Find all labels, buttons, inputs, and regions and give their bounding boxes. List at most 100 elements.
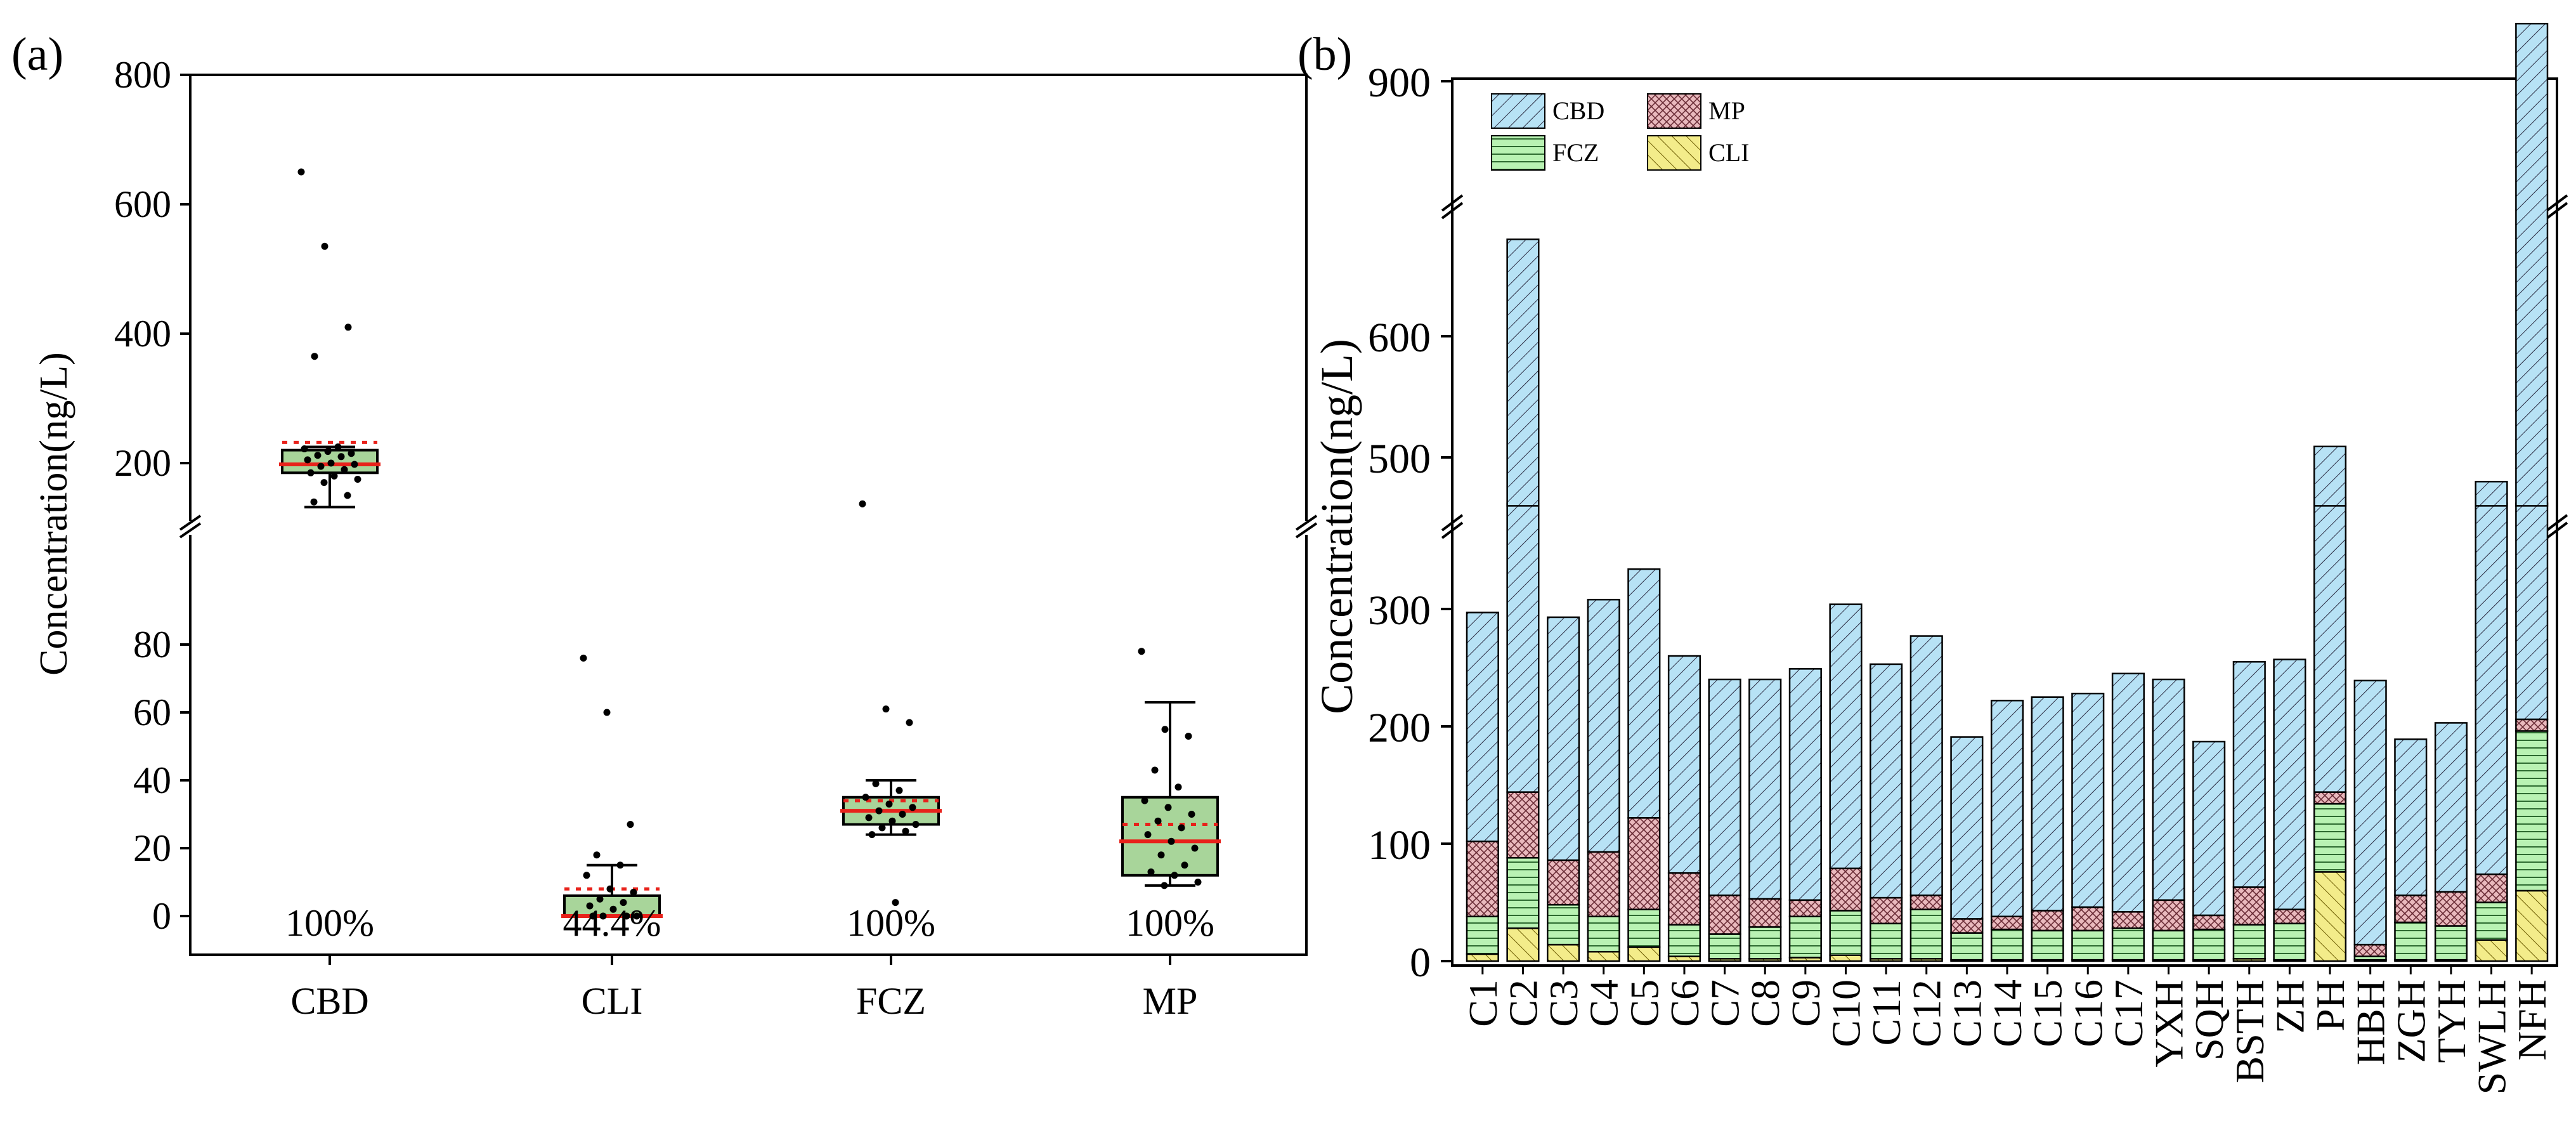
axis-break-mark	[2546, 202, 2568, 219]
data-point	[337, 453, 345, 461]
bar-segment-cli	[1506, 927, 1540, 962]
panel-a: (a) 0 20 40 60 80 200 400 600 800 CBD CLI FCZ MP 10…	[11, 29, 1318, 1022]
bar-segment-mp	[2192, 914, 2226, 931]
y-tick-label: 900	[1368, 60, 1431, 106]
bar-segment-cbd	[2313, 502, 2347, 793]
data-point	[1194, 879, 1202, 886]
bar-stack-bsth	[2232, 661, 2266, 962]
axis-break-mark	[1441, 194, 1464, 212]
bar-segment-mp	[2273, 908, 2306, 925]
bar-segment-cli	[2515, 889, 2549, 962]
legend-label-mp: MP	[1708, 96, 1745, 125]
data-point	[596, 895, 604, 903]
bar-stack-ph	[2313, 445, 2347, 962]
bar-segment-fcz	[2475, 901, 2508, 941]
data-point	[583, 872, 590, 879]
bar-segment-fcz	[2515, 730, 2549, 892]
data-point	[1147, 868, 1155, 875]
bar-segment-cbd	[1587, 598, 1620, 853]
bar-segment-cbd	[2111, 672, 2145, 913]
data-point	[1164, 804, 1172, 811]
y-tick-label: 800	[114, 54, 171, 96]
panel-a-label: (a)	[11, 29, 63, 81]
bar-segment-mp	[1627, 817, 1661, 910]
x-tick-label: NFH	[2509, 979, 2554, 1061]
axis-break-mark	[2546, 521, 2568, 539]
y-tick-label: 400	[114, 313, 171, 355]
bar-stack-c17	[2111, 672, 2145, 962]
data-point	[906, 719, 913, 726]
bar-segment-mp	[1829, 867, 1863, 912]
bar-segment-cbd	[2475, 480, 2508, 507]
data-point	[885, 800, 893, 808]
bar-segment-fcz	[1748, 926, 1782, 960]
bar-segment-cbd	[2273, 658, 2306, 910]
bar-segment-mp	[1909, 894, 1943, 910]
data-point	[616, 861, 624, 869]
data-point	[902, 827, 909, 835]
panel-b-label: (b)	[1298, 29, 1352, 81]
bar-segment-fcz	[1708, 933, 1741, 960]
data-point	[304, 456, 311, 464]
x-tick-label: C9	[1783, 979, 1828, 1027]
y-tick-label: 0	[1410, 940, 1431, 986]
bar-segment-fcz	[2313, 802, 2347, 873]
y-tick-label: 0	[152, 895, 171, 937]
x-tick-label: CLI	[582, 980, 643, 1022]
bar-stack-nfh	[2515, 22, 2549, 962]
box	[1121, 796, 1219, 877]
bar-segment-fcz	[1466, 915, 1499, 955]
bar-segment-mp	[2111, 911, 2145, 929]
bar-segment-cbd	[1788, 668, 1822, 901]
bar-segment-cbd	[1627, 568, 1661, 819]
data-point	[872, 780, 880, 787]
bar-segment-cbd	[2353, 679, 2387, 946]
x-tick-label: C11	[1864, 979, 1909, 1045]
bar-segment-mp	[2071, 906, 2105, 932]
data-point	[1144, 831, 1152, 839]
bar-segment-cbd	[2434, 722, 2468, 893]
x-tick-label: C15	[2026, 979, 2071, 1047]
bar-segment-cbd	[2475, 502, 2508, 875]
bar-segment-fcz	[1870, 922, 1903, 960]
bar-segment-fcz	[2394, 921, 2428, 961]
axis-break-mark	[179, 522, 202, 539]
detection-rate: 44.4%	[563, 902, 661, 944]
bar-stack-c6	[1667, 655, 1701, 962]
x-tick-label: SQH	[2187, 979, 2232, 1061]
legend-swatch-fcz	[1491, 135, 1545, 171]
x-tick-label: C3	[1541, 979, 1586, 1027]
axis-break-band	[1455, 516, 2554, 530]
data-point	[321, 242, 329, 250]
data-point	[327, 459, 335, 467]
bar-segment-cli	[2313, 871, 2347, 962]
y-tick-label: 80	[133, 624, 171, 665]
bar-segment-fcz	[2192, 928, 2226, 961]
data-point	[862, 794, 869, 801]
bar-segment-mp	[1506, 791, 1540, 859]
data-point	[892, 899, 899, 907]
bar-stack-c7	[1708, 678, 1741, 962]
bar-segment-fcz	[1667, 924, 1701, 957]
data-point	[1191, 844, 1199, 852]
bar-segment-fcz	[1547, 903, 1580, 946]
data-point	[912, 821, 920, 828]
panel-a-detection-rates: 100% 44.4% 100% 100%	[285, 902, 1214, 944]
data-point	[310, 498, 318, 506]
axis-break-mark	[1441, 202, 1464, 219]
bar-segment-cbd	[1950, 736, 1984, 920]
bar-segment-fcz	[1950, 932, 1984, 961]
x-tick-label: C10	[1823, 979, 1868, 1047]
data-point	[589, 912, 597, 920]
bar-segment-cbd	[1748, 678, 1782, 900]
box-cli	[561, 654, 663, 920]
bar-stack-c10	[1829, 603, 1863, 962]
bar-stack-c8	[1748, 678, 1782, 962]
legend-swatch-cbd	[1491, 93, 1545, 129]
detection-rate: 100%	[285, 902, 374, 944]
y-tick-label: 500	[1368, 436, 1431, 482]
data-point	[623, 912, 630, 920]
bar-segment-fcz	[2071, 929, 2105, 961]
data-point	[875, 807, 883, 815]
